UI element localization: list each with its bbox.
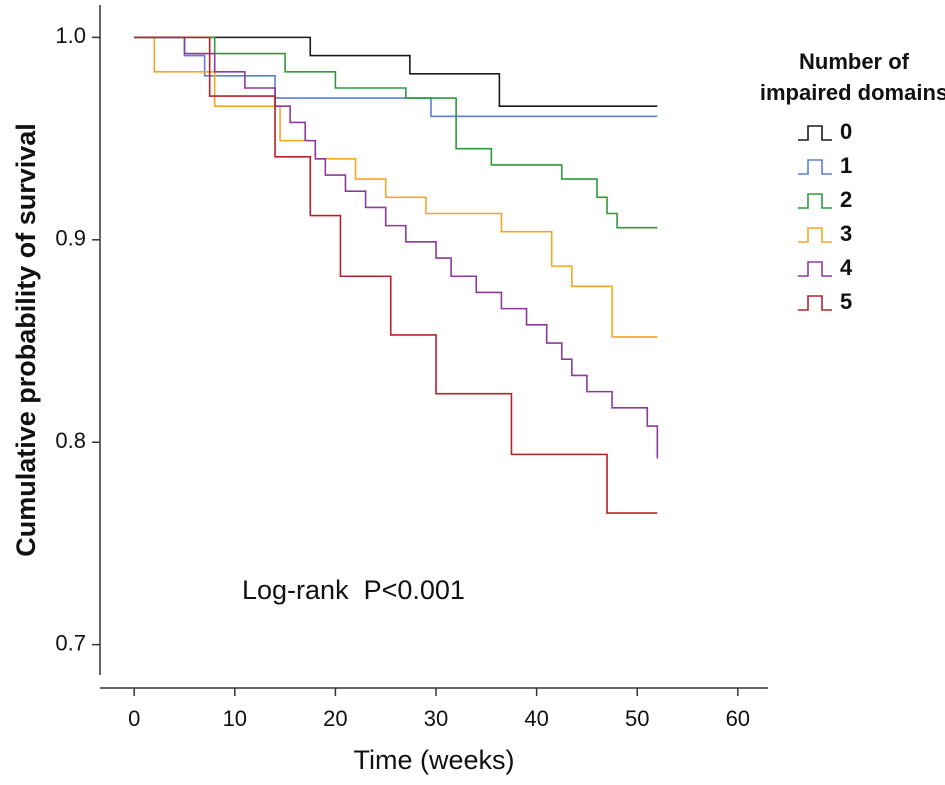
legend-label: 0	[840, 119, 852, 144]
legend-title: Number of	[799, 49, 910, 74]
x-tick-label: 10	[223, 706, 247, 731]
legend-label: 4	[840, 255, 853, 280]
legend-label: 1	[840, 153, 852, 178]
x-tick-label: 60	[726, 706, 750, 731]
y-tick-label: 1.0	[55, 23, 86, 48]
survival-curve	[134, 36, 658, 229]
survival-curve	[134, 36, 658, 108]
survival-curve	[134, 36, 659, 459]
legend-swatch	[798, 159, 832, 175]
x-tick-label: 50	[625, 706, 649, 731]
legend-title: impaired domains	[760, 80, 945, 105]
x-axis-title: Time (weeks)	[353, 745, 514, 775]
survival-curve	[134, 36, 658, 338]
legend-label: 5	[840, 289, 852, 314]
legend-label: 3	[840, 221, 852, 246]
x-tick-label: 0	[128, 706, 140, 731]
legend-swatch	[798, 227, 832, 243]
legend-swatch	[798, 295, 832, 311]
legend-label: 2	[840, 187, 852, 212]
legend-swatch	[798, 261, 832, 277]
survival-curve	[134, 36, 658, 118]
annotation: Log-rank P<0.001	[242, 575, 465, 605]
legend-swatch	[798, 125, 832, 141]
survival-curve	[134, 36, 658, 514]
x-tick-label: 20	[323, 706, 347, 731]
y-axis-title: Cumulative probability of survival	[11, 123, 41, 557]
x-tick-label: 40	[524, 706, 548, 731]
legend-swatch	[798, 193, 832, 209]
x-tick-label: 30	[424, 706, 448, 731]
y-tick-label: 0.9	[55, 226, 86, 251]
y-tick-label: 0.7	[55, 630, 86, 655]
y-tick-label: 0.8	[55, 428, 86, 453]
